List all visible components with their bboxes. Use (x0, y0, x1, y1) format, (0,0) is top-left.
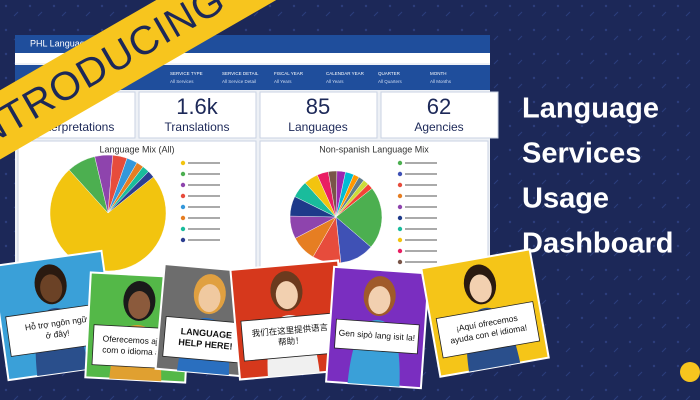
legend-text-placeholder (188, 184, 220, 186)
filter-label: CALENDAR YEAR (326, 71, 365, 76)
filter-value: All Years (274, 79, 292, 84)
legend-text-placeholder (188, 206, 220, 208)
filter-label: SERVICE TYPE (170, 71, 203, 76)
corner-icon (680, 362, 700, 382)
legend-swatch (180, 171, 186, 177)
legend-swatch (180, 193, 186, 199)
kpi-label: Agencies (414, 120, 463, 134)
legend-swatch (397, 215, 403, 221)
sign-text: 帮助！ (278, 335, 304, 347)
legend-swatch (397, 182, 403, 188)
kpi-value: 1.6k (176, 94, 219, 119)
legend-text-placeholder (405, 195, 437, 197)
person-face (368, 286, 391, 315)
kpi-value: 62 (427, 94, 451, 119)
legend-swatch (397, 259, 403, 265)
legend-text-placeholder (405, 217, 437, 219)
filters: SERVICE TYPE All Services SERVICE DETAIL Al… (170, 71, 452, 84)
legend-text-placeholder (188, 162, 220, 164)
legend-text-placeholder (188, 228, 220, 230)
kpi-value: 85 (306, 94, 330, 119)
notice-bar (15, 53, 490, 63)
person-face (128, 291, 151, 320)
filter-value: All Quarters (378, 79, 403, 84)
kpi-card (138, 91, 257, 139)
legend-swatch (397, 193, 403, 199)
person-face (40, 274, 63, 303)
legend-swatch (180, 204, 186, 210)
legend-text-placeholder (405, 173, 437, 175)
chart-title: Language Mix (All) (99, 144, 174, 154)
legend-text-placeholder (188, 173, 220, 175)
filter-label: FISCAL YEAR (274, 71, 304, 76)
sign-text: Oferecemos ajuda (102, 333, 172, 347)
legend-text-placeholder (405, 239, 437, 241)
legend-swatch (180, 237, 186, 243)
legend-swatch (397, 204, 403, 210)
pie-slice (335, 188, 383, 248)
filter-value: All Months (430, 79, 452, 84)
legend-swatch (397, 171, 403, 177)
filter-value: All Services (170, 79, 194, 84)
sign-text: com o idioma aqui (102, 344, 172, 358)
dashboard-title: PHL Language Services (30, 38, 127, 48)
person-face (469, 274, 492, 303)
legend-swatch (397, 160, 403, 166)
headline-line: Services (522, 138, 641, 170)
person-face (275, 281, 298, 310)
legend-swatch (397, 237, 403, 243)
legend-swatch (180, 160, 186, 166)
kpi-label: Languages (288, 120, 347, 134)
person-face (198, 284, 221, 313)
headline-line: Dashboard (522, 228, 673, 260)
sign-text: LANGUAGE (180, 326, 232, 340)
legend-swatch (180, 182, 186, 188)
headline-line: Usage (522, 183, 609, 215)
legend-swatch (397, 248, 403, 254)
banner-strip (0, 0, 301, 186)
pie-slice (107, 171, 154, 214)
legend-text-placeholder (405, 206, 437, 208)
legend-swatch (180, 215, 186, 221)
legend-text-placeholder (405, 250, 437, 252)
chart-title: Non-spanish Language Mix (319, 144, 429, 154)
sign-text: HELP HERE! (178, 337, 233, 352)
filter-label: MONTH (430, 71, 447, 76)
headline: Language Services Usage Dashboard (522, 93, 673, 260)
sign-text: ở đây! (45, 327, 70, 340)
kpi-label: Translations (165, 120, 230, 134)
filter-value: All Years (326, 79, 344, 84)
headline-line: Language (522, 93, 659, 125)
filter-value: All Service Detail (222, 79, 256, 84)
kpi-card (380, 91, 499, 139)
pie-slice (335, 183, 373, 218)
kpi-card (259, 91, 378, 139)
legend-text-placeholder (405, 184, 437, 186)
legend-swatch (180, 226, 186, 232)
legend-text-placeholder (405, 228, 437, 230)
kpi-cards: Interpretations1.6kTranslations85Languag… (17, 91, 499, 139)
legend-text-placeholder (188, 239, 220, 241)
sign-board (435, 301, 541, 359)
legend-swatch (397, 226, 403, 232)
filter-label: SERVICE DETAIL (222, 71, 259, 76)
sign-card: Gen sipò lang isit la! (325, 265, 430, 390)
sign-board (334, 318, 420, 355)
filter-label: QUARTER (378, 71, 401, 76)
legend-text-placeholder (405, 162, 437, 164)
legend-text-placeholder (188, 217, 220, 219)
legend-text-placeholder (405, 261, 437, 263)
legend-text-placeholder (188, 195, 220, 197)
